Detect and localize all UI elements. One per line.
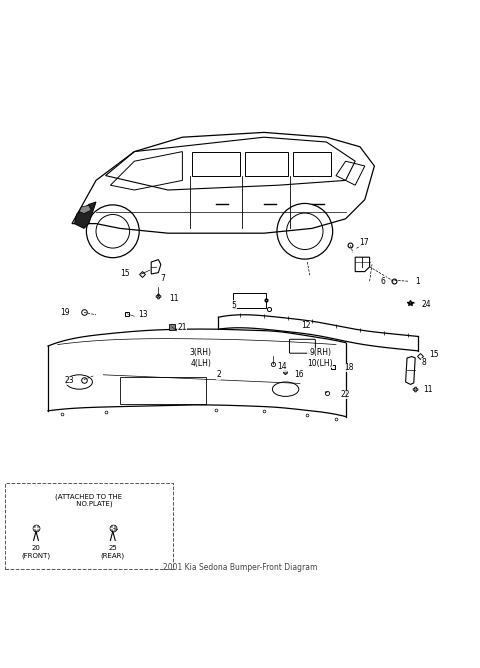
Text: 18: 18	[345, 363, 354, 372]
Text: 8: 8	[421, 358, 426, 367]
Text: 16: 16	[294, 370, 303, 379]
Text: 5: 5	[232, 301, 237, 310]
Polygon shape	[79, 205, 91, 214]
Text: 24: 24	[421, 300, 431, 309]
Text: 1: 1	[415, 277, 420, 286]
Text: 21: 21	[178, 323, 187, 332]
Text: 22: 22	[341, 390, 350, 399]
Text: 14: 14	[277, 362, 287, 371]
Text: 9(RH)
10(LH): 9(RH) 10(LH)	[307, 348, 333, 367]
Text: 19: 19	[60, 308, 70, 317]
Text: 2001 Kia Sedona Bumper-Front Diagram: 2001 Kia Sedona Bumper-Front Diagram	[163, 562, 317, 572]
Text: 11: 11	[423, 385, 433, 393]
Text: 7: 7	[161, 275, 166, 283]
Text: 3(RH)
4(LH): 3(RH) 4(LH)	[190, 348, 212, 367]
Text: 13: 13	[138, 311, 148, 319]
Text: 15: 15	[430, 350, 439, 359]
Text: 17: 17	[359, 238, 369, 247]
Text: 6: 6	[381, 277, 385, 286]
Text: (ATTACHED TO THE
     NO.PLATE): (ATTACHED TO THE NO.PLATE)	[55, 494, 122, 508]
Polygon shape	[74, 202, 96, 228]
Text: 2: 2	[216, 370, 221, 379]
Bar	[233, 293, 266, 307]
Text: 11: 11	[169, 295, 179, 303]
Bar	[5, 483, 173, 569]
Text: 25
(REAR): 25 (REAR)	[101, 545, 125, 558]
Text: 23: 23	[65, 376, 74, 385]
Text: 20
(FRONT): 20 (FRONT)	[22, 545, 50, 558]
Bar	[120, 377, 206, 403]
Text: 12: 12	[301, 321, 311, 331]
Text: 15: 15	[120, 269, 130, 278]
